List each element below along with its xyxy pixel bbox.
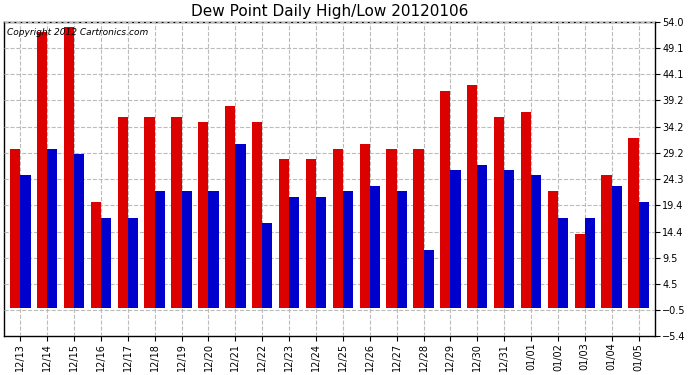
Bar — [101, 218, 111, 308]
Bar — [548, 191, 558, 308]
Bar — [359, 144, 370, 308]
Bar — [235, 144, 246, 308]
Bar — [208, 191, 219, 308]
Bar — [306, 159, 316, 308]
Bar — [531, 176, 541, 308]
Bar — [289, 196, 299, 308]
Title: Dew Point Daily High/Low 20120106: Dew Point Daily High/Low 20120106 — [190, 4, 468, 19]
Bar — [37, 32, 47, 308]
Bar — [477, 165, 488, 308]
Bar — [440, 91, 451, 308]
Bar — [20, 176, 30, 308]
Bar — [74, 154, 84, 308]
Bar — [575, 234, 585, 308]
Bar — [144, 117, 155, 308]
Bar — [47, 149, 57, 308]
Bar — [397, 191, 407, 308]
Bar — [262, 223, 273, 308]
Bar — [386, 149, 397, 308]
Bar — [370, 186, 380, 308]
Bar — [467, 85, 477, 308]
Bar — [343, 191, 353, 308]
Bar — [424, 249, 434, 308]
Bar — [252, 122, 262, 308]
Bar — [333, 149, 343, 308]
Bar — [504, 170, 514, 308]
Bar — [10, 149, 20, 308]
Bar — [128, 218, 138, 308]
Text: Copyright 2012 Cartronics.com: Copyright 2012 Cartronics.com — [8, 28, 148, 37]
Bar — [117, 117, 128, 308]
Bar — [602, 176, 611, 308]
Bar — [90, 202, 101, 308]
Bar — [171, 117, 181, 308]
Bar — [611, 186, 622, 308]
Bar — [494, 117, 504, 308]
Bar — [198, 122, 208, 308]
Bar — [64, 27, 74, 308]
Bar — [225, 106, 235, 308]
Bar — [413, 149, 424, 308]
Bar — [279, 159, 289, 308]
Bar — [629, 138, 638, 308]
Bar — [451, 170, 461, 308]
Bar — [558, 218, 568, 308]
Bar — [585, 218, 595, 308]
Bar — [155, 191, 165, 308]
Bar — [316, 196, 326, 308]
Bar — [181, 191, 192, 308]
Bar — [638, 202, 649, 308]
Bar — [521, 112, 531, 308]
